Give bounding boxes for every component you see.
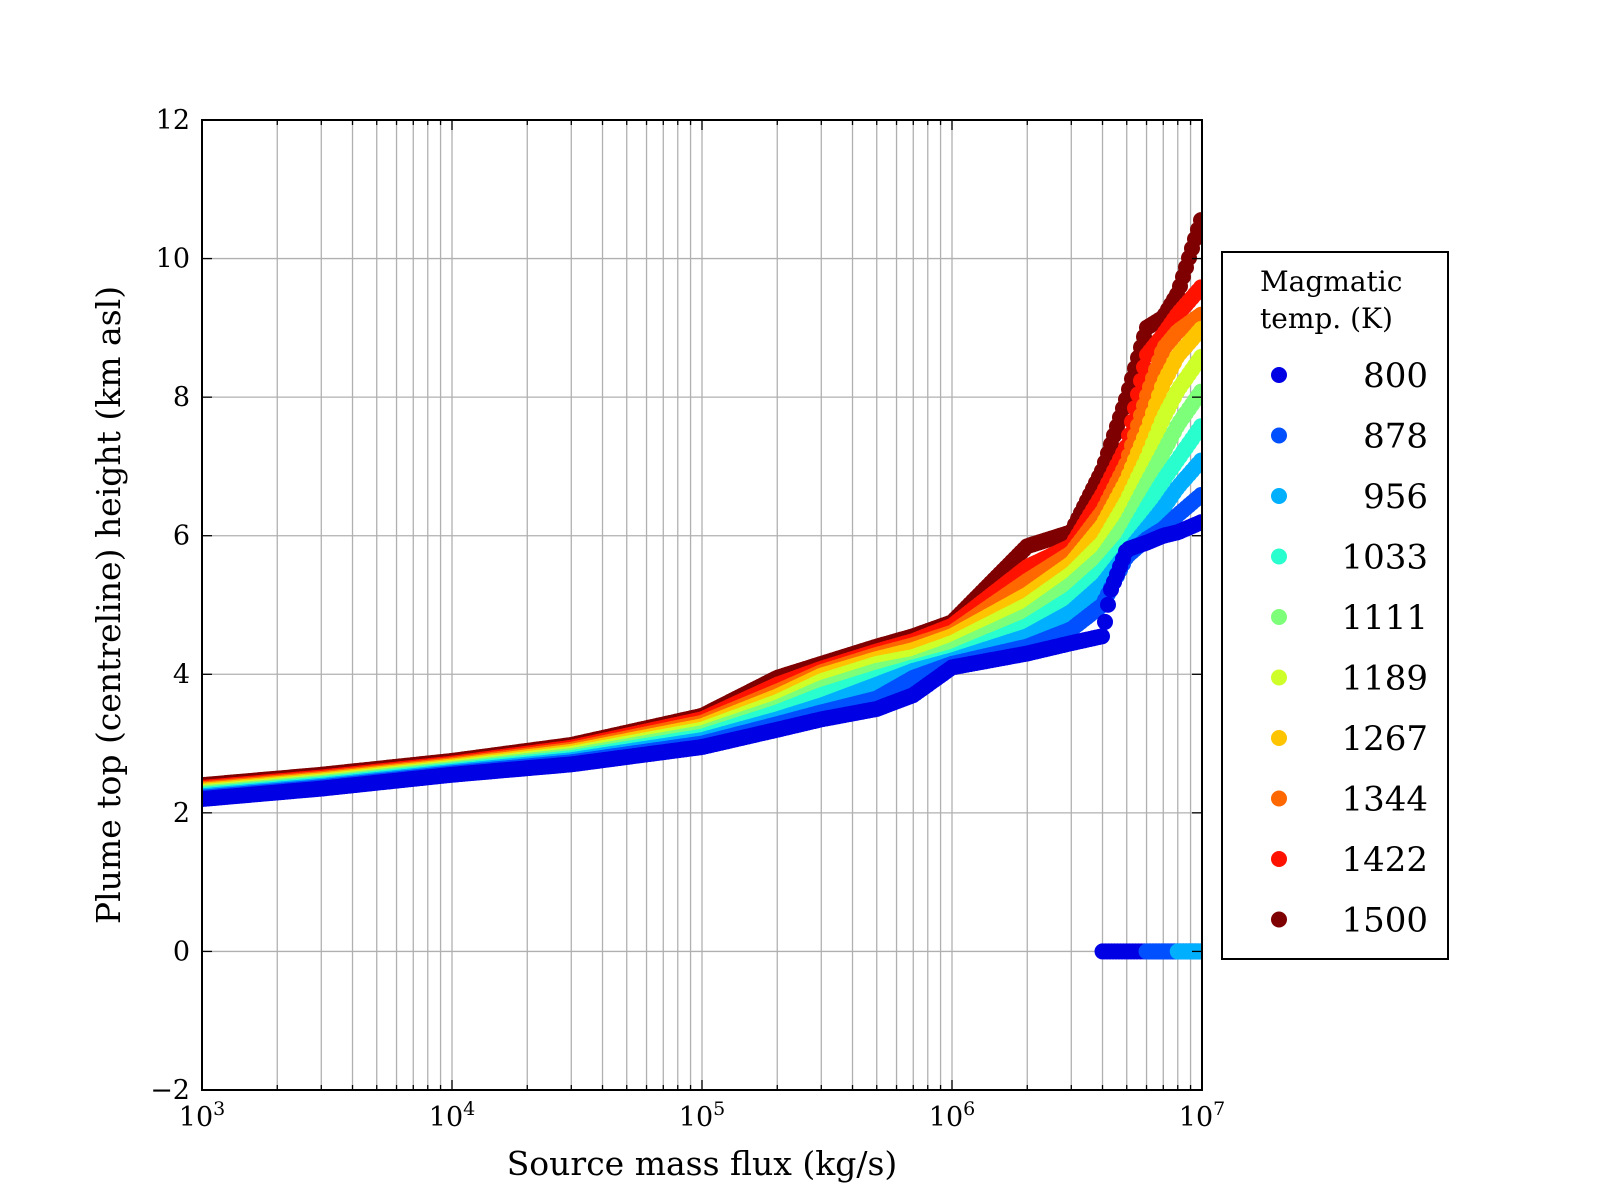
legend-label: 956 (1363, 477, 1428, 517)
x-axis-label: Source mass flux (kg/s) (507, 1144, 898, 1183)
data-point (1136, 359, 1152, 376)
x-tick-label: 105 (679, 1098, 725, 1133)
x-tick-label: 104 (429, 1098, 475, 1133)
y-tick-label: 2 (173, 798, 190, 829)
x-tick-label: 107 (1179, 1098, 1225, 1133)
legend-label: 1033 (1341, 538, 1428, 578)
data-point (1100, 596, 1116, 613)
data-point (1193, 321, 1202, 337)
legend-marker (1271, 911, 1287, 928)
legend-label: 878 (1363, 417, 1428, 457)
y-tick-label: −2 (150, 1075, 190, 1106)
legend-marker (1271, 548, 1287, 565)
legend-label: 1422 (1341, 840, 1428, 880)
legend-marker (1271, 488, 1287, 504)
data-point (1193, 487, 1202, 503)
data-point (1094, 628, 1110, 645)
x-tick-label: 103 (179, 1098, 225, 1133)
y-tick-label: 10 (156, 244, 190, 275)
x-tick-label: 106 (929, 1098, 975, 1133)
y-tick-label: 0 (173, 936, 190, 967)
legend-label: 1500 (1341, 901, 1428, 941)
legend-marker (1271, 367, 1287, 383)
data-point (1193, 349, 1202, 365)
legend-label: 800 (1363, 356, 1428, 396)
y-tick-label: 12 (156, 105, 190, 136)
legend-label: 1344 (1341, 780, 1428, 820)
y-tick-label: 4 (173, 659, 190, 690)
legend-marker (1271, 669, 1287, 686)
data-point (1193, 514, 1202, 531)
data-point (1193, 452, 1202, 469)
legend-label: 1189 (1341, 659, 1428, 699)
y-tick-label: 8 (173, 382, 190, 413)
data-point (1193, 306, 1202, 323)
legend-title-line-1: Magmatic (1260, 265, 1402, 298)
data-point (1193, 212, 1202, 229)
legend-marker (1271, 790, 1287, 807)
legend: Magmatic temp. (K) 800 878 956 1033 1111 1189… (1221, 251, 1449, 960)
axis-ticks (201, 119, 1202, 1091)
legend-label: 1111 (1341, 598, 1428, 638)
legend-marker (1271, 609, 1287, 625)
data-point (1193, 279, 1202, 296)
legend-frame (1221, 251, 1449, 960)
legend-marker (1271, 427, 1287, 444)
zero-height-series-956 (1169, 943, 1202, 960)
legend-marker (1271, 730, 1287, 746)
y-axis-label: Plume top (centreline) height (km asl) (89, 286, 128, 924)
data-points (202, 212, 1202, 960)
data-point (1193, 418, 1202, 435)
legend-title-line-2: temp. (K) (1260, 302, 1393, 335)
data-point (1097, 613, 1113, 630)
legend-marker (1271, 851, 1287, 867)
series-800 (202, 514, 1202, 807)
legend-label: 1267 (1341, 719, 1428, 759)
y-tick-label: 6 (173, 521, 190, 552)
tick-labels: 103 104 105 106 107 −2 0 2 4 6 8 10 12 (150, 105, 1225, 1133)
data-point (1193, 383, 1202, 400)
